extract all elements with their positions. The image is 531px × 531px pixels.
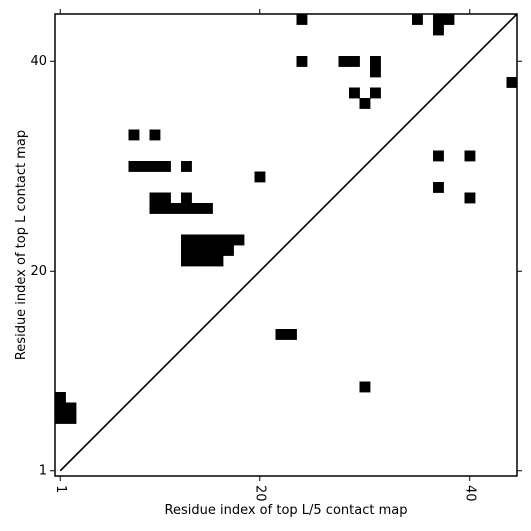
contact-cell xyxy=(55,402,66,414)
x-tick-label: 20 xyxy=(252,485,267,502)
contact-cell xyxy=(202,203,213,214)
contact-cell xyxy=(181,255,192,267)
contact-cell xyxy=(212,234,224,246)
contact-cell xyxy=(443,14,455,25)
contact-cell xyxy=(223,234,234,246)
contact-cell xyxy=(191,245,203,256)
contact-cell xyxy=(202,234,213,246)
contact-cell xyxy=(160,203,171,214)
contact-cell xyxy=(149,203,161,214)
contact-cell xyxy=(202,255,213,267)
contact-cell xyxy=(212,245,224,256)
diagonal-line xyxy=(59,13,518,472)
contact-cell xyxy=(359,381,371,393)
contact-cell xyxy=(212,255,224,267)
contact-cell xyxy=(359,98,371,109)
contact-cell xyxy=(170,203,182,214)
contact-cell xyxy=(55,392,66,403)
contact-cell xyxy=(464,192,476,204)
contact-cell xyxy=(160,192,171,204)
contact-cell xyxy=(65,402,77,414)
contact-cell xyxy=(181,161,192,172)
contact-cell xyxy=(433,150,444,162)
x-tick-label: 1 xyxy=(53,485,68,493)
contact-cell xyxy=(275,329,287,340)
contact-cell xyxy=(370,56,381,67)
y-axis-label: Residue index of top L contact map xyxy=(14,130,29,360)
contact-cell xyxy=(464,150,476,162)
contact-cell xyxy=(149,129,161,141)
contact-cell xyxy=(65,413,77,424)
y-tick-label: 20 xyxy=(30,264,47,279)
contact-cell xyxy=(338,56,350,67)
contact-cell xyxy=(191,203,203,214)
x-axis-label: Residue index of top L/5 contact map xyxy=(165,503,408,518)
contact-cell xyxy=(149,161,161,172)
y-tick-label: 1 xyxy=(39,463,47,478)
contact-cell xyxy=(223,245,234,256)
contact-cell xyxy=(349,56,360,67)
x-tick-label: 40 xyxy=(462,485,477,502)
contact-cell xyxy=(160,161,171,172)
contact-cell xyxy=(254,171,266,183)
contact-cell xyxy=(233,234,245,246)
contact-cell xyxy=(181,234,192,246)
contact-cell xyxy=(149,192,161,204)
contact-cell xyxy=(128,129,140,141)
contact-cell xyxy=(181,192,192,204)
contact-cell xyxy=(191,255,203,267)
contact-cell xyxy=(202,245,213,256)
contact-cell xyxy=(370,66,381,78)
contact-cell xyxy=(181,203,192,214)
contact-cells xyxy=(55,14,518,424)
contact-cell xyxy=(296,14,308,25)
contact-cell xyxy=(412,14,423,25)
contact-cell xyxy=(139,161,150,172)
contact-cell xyxy=(349,87,360,99)
contact-cell xyxy=(286,329,297,340)
contact-cell xyxy=(128,161,140,172)
axis-ticks: 1 20 40 1 20 40 xyxy=(30,9,522,502)
contact-cell xyxy=(433,24,444,36)
contact-cell xyxy=(433,182,444,193)
contact-cell xyxy=(296,56,308,67)
contact-cell xyxy=(191,234,203,246)
contact-cell xyxy=(433,14,444,25)
contact-cell xyxy=(506,77,518,88)
contact-cell xyxy=(370,87,381,99)
contact-cell xyxy=(181,245,192,256)
plot-frame xyxy=(54,13,518,477)
y-tick-label: 40 xyxy=(30,54,47,69)
contact-cell xyxy=(55,413,66,424)
